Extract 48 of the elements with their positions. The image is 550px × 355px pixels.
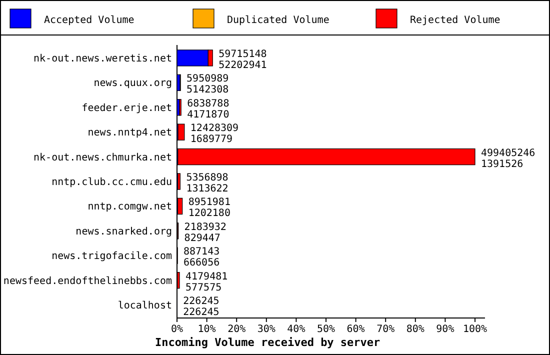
x-tick-label: 100% [462, 324, 488, 335]
annotation: 226245 [183, 296, 220, 308]
x-tick-label: 70% [376, 324, 395, 335]
x-tick-label: 50% [316, 324, 336, 335]
x-tick-label: 40% [287, 324, 306, 335]
annotation: 59715148 [218, 48, 267, 60]
x-tick-label: 20% [228, 324, 246, 335]
legend-label: Rejected Volume [410, 15, 500, 26]
y-tick-label: feeder.erje.net [82, 102, 172, 114]
x-tick-label: 0% [170, 324, 184, 335]
y-tick-label: nntp.club.cc.cmu.edu [52, 177, 172, 188]
x-tick-label: 30% [257, 324, 276, 335]
annotation: 577575 [186, 282, 222, 294]
y-tick-label: localhost [118, 300, 172, 312]
y-tick-label: newsfeed.endofthelinebbs.com [3, 276, 172, 287]
annotation: 2183932 [184, 222, 226, 233]
annotation: 6838788 [187, 98, 230, 110]
annotation: 4171870 [187, 109, 230, 120]
annotation: 5356898 [186, 172, 228, 184]
y-tick-label: nk-out.news.chmurka.net [34, 152, 172, 164]
y-tick-label: news.trigofacile.com [52, 251, 172, 262]
annotation: 5142308 [186, 84, 229, 96]
annotation: 4179481 [186, 271, 228, 282]
annotation: 5950989 [186, 74, 229, 85]
x-axis-title: Incoming Volume received by server [155, 336, 381, 349]
annotation: 226245 [183, 307, 220, 318]
legend-label: Accepted Volume [44, 15, 134, 26]
y-tick-label: nk-out.news.weretis.net [34, 53, 172, 64]
annotation: 52202941 [218, 60, 267, 71]
annotation: 666056 [184, 258, 220, 269]
legend-label: Duplicated Volume [227, 15, 330, 26]
annotation: 1689779 [190, 134, 233, 146]
x-tick-label: 60% [346, 324, 365, 335]
annotation: 1391526 [481, 158, 524, 170]
annotation: 8951981 [188, 197, 230, 208]
annotation: 12428309 [190, 123, 239, 134]
x-tick-label: 90% [436, 324, 454, 335]
annotation: 829447 [184, 232, 220, 244]
annotation: 887143 [184, 246, 220, 258]
annotation: 499405246 [481, 148, 536, 159]
x-tick-label: 80% [406, 324, 424, 335]
y-tick-label: news.nntp4.net [88, 128, 172, 139]
annotation: 1202180 [188, 208, 230, 220]
y-tick-label: news.snarked.org [76, 226, 172, 238]
x-tick-label: 10% [198, 324, 216, 335]
y-tick-label: news.quux.org [94, 78, 172, 90]
annotation: 1313622 [186, 184, 228, 194]
y-tick-label: nntp.comgw.net [88, 202, 172, 213]
